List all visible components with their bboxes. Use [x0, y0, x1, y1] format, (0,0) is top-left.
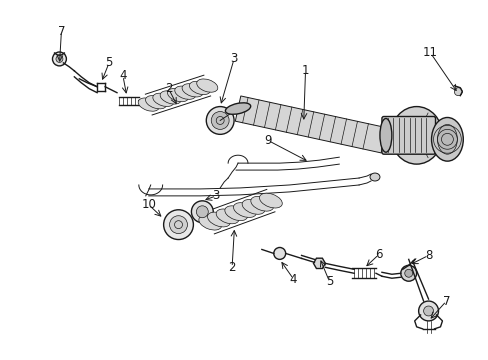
Ellipse shape — [167, 89, 188, 102]
Circle shape — [52, 52, 66, 66]
Ellipse shape — [174, 86, 196, 99]
Ellipse shape — [160, 91, 181, 104]
Circle shape — [169, 216, 187, 234]
Text: 4: 4 — [119, 69, 126, 82]
Polygon shape — [235, 96, 386, 153]
Text: 7: 7 — [58, 24, 65, 38]
Text: 6: 6 — [374, 248, 382, 261]
Ellipse shape — [153, 93, 174, 107]
Text: 10: 10 — [141, 198, 156, 211]
Text: 4: 4 — [289, 273, 297, 286]
Ellipse shape — [437, 125, 456, 154]
Ellipse shape — [233, 203, 256, 217]
Circle shape — [206, 107, 234, 134]
Text: 3: 3 — [230, 53, 237, 66]
Ellipse shape — [259, 193, 282, 208]
Ellipse shape — [379, 118, 391, 152]
Ellipse shape — [216, 209, 239, 224]
FancyBboxPatch shape — [381, 117, 435, 154]
Text: 3: 3 — [212, 189, 220, 202]
Text: 2: 2 — [164, 82, 172, 95]
Circle shape — [163, 210, 193, 239]
Ellipse shape — [196, 79, 217, 92]
Circle shape — [423, 306, 433, 316]
Ellipse shape — [250, 197, 273, 211]
Ellipse shape — [199, 215, 221, 230]
Ellipse shape — [224, 206, 247, 221]
Circle shape — [211, 112, 229, 129]
Ellipse shape — [138, 98, 159, 111]
Circle shape — [273, 247, 285, 260]
Text: 11: 11 — [422, 46, 437, 59]
Text: 5: 5 — [325, 275, 332, 288]
Circle shape — [418, 301, 438, 321]
Ellipse shape — [189, 81, 210, 95]
Circle shape — [56, 55, 63, 62]
Text: 2: 2 — [228, 261, 235, 274]
Text: 1: 1 — [301, 64, 308, 77]
Ellipse shape — [207, 212, 230, 227]
Ellipse shape — [431, 117, 462, 161]
Ellipse shape — [145, 95, 166, 109]
Ellipse shape — [390, 107, 442, 164]
Circle shape — [404, 269, 412, 277]
Circle shape — [453, 88, 461, 96]
Text: 7: 7 — [442, 294, 449, 307]
Text: 5: 5 — [105, 57, 113, 69]
Circle shape — [191, 201, 213, 223]
Ellipse shape — [242, 199, 264, 214]
Circle shape — [400, 265, 416, 281]
Circle shape — [196, 206, 208, 218]
Text: 8: 8 — [424, 249, 431, 262]
Ellipse shape — [182, 84, 203, 97]
Ellipse shape — [369, 173, 379, 181]
Text: 9: 9 — [264, 134, 271, 147]
Ellipse shape — [225, 103, 250, 114]
